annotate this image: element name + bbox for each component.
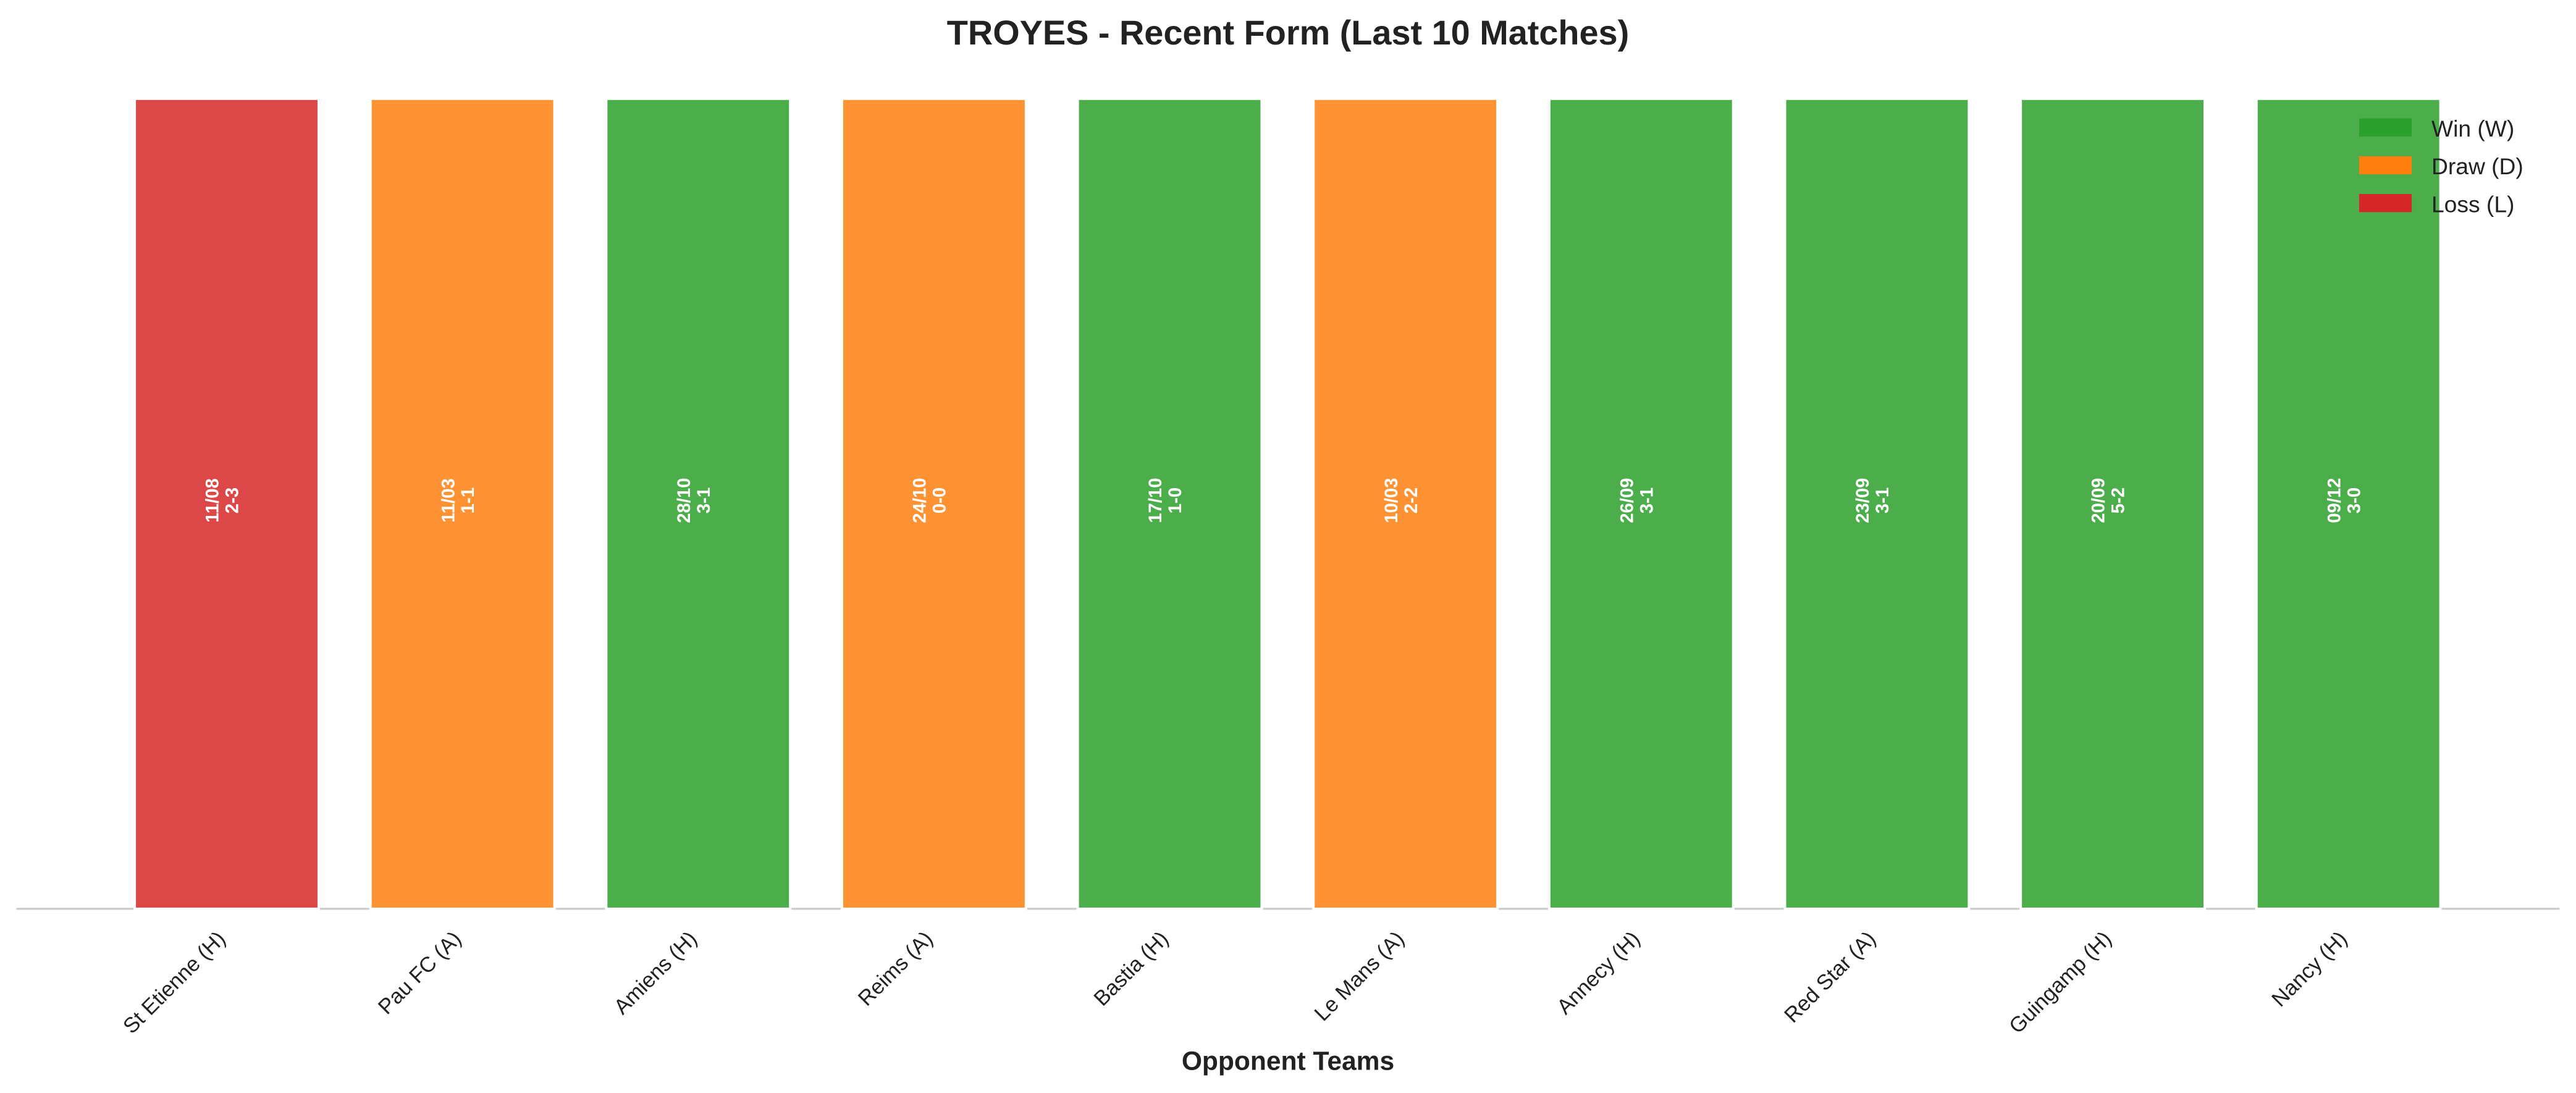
chart-title: TROYES - Recent Form (Last 10 Matches) bbox=[947, 13, 1629, 52]
legend-swatch bbox=[2359, 156, 2412, 175]
bar bbox=[840, 97, 1027, 910]
bar-label: 28/10 bbox=[675, 478, 694, 523]
x-tick-label: Red Star (A) bbox=[1780, 927, 1880, 1028]
bar-label: 11/03 bbox=[439, 478, 458, 523]
x-tick-label: Reims (A) bbox=[854, 927, 937, 1010]
bar-label: 1-1 bbox=[458, 487, 478, 513]
legend-swatch bbox=[2359, 194, 2412, 213]
bar-label: 11/08 bbox=[203, 478, 223, 523]
bar-label: 3-1 bbox=[694, 487, 714, 513]
bar-label: 24/10 bbox=[911, 478, 930, 523]
bar-label: 23/09 bbox=[1853, 478, 1873, 523]
x-tick-label: St Etienne (H) bbox=[119, 927, 230, 1038]
legend-swatch bbox=[2359, 118, 2412, 137]
bar bbox=[605, 97, 792, 910]
x-tick-label: Nancy (H) bbox=[2267, 927, 2352, 1011]
bar-label: 10/03 bbox=[1382, 478, 1402, 523]
x-tick-label: Pau FC (A) bbox=[374, 927, 466, 1019]
bar-label: 5-2 bbox=[2109, 487, 2129, 513]
bar bbox=[1312, 97, 1499, 910]
bar bbox=[1547, 97, 1735, 910]
legend-label: Win (W) bbox=[2431, 116, 2514, 141]
bar bbox=[133, 97, 320, 910]
legend-label: Draw (D) bbox=[2431, 153, 2523, 179]
x-tick-label: Guingamp (H) bbox=[2005, 927, 2116, 1038]
bar-label: 09/12 bbox=[2325, 478, 2344, 523]
bar-label: 3-1 bbox=[1873, 487, 1893, 513]
legend-label: Loss (L) bbox=[2431, 191, 2514, 217]
bar-label: 3-1 bbox=[1637, 487, 1657, 513]
bar-label: 2-2 bbox=[1402, 487, 1421, 513]
bar bbox=[1076, 97, 1263, 910]
bar bbox=[2019, 97, 2206, 910]
x-tick-label: Amiens (H) bbox=[610, 927, 702, 1019]
bar-label: 20/09 bbox=[2089, 478, 2109, 523]
bar-label: 0-0 bbox=[930, 487, 950, 513]
x-tick-label: Le Mans (A) bbox=[1310, 927, 1409, 1026]
x-tick-label: Bastia (H) bbox=[1090, 927, 1174, 1011]
bar-label: 17/10 bbox=[1146, 478, 1166, 523]
bar bbox=[369, 97, 556, 910]
bar-label: 26/09 bbox=[1617, 478, 1637, 523]
bar-label: 3-0 bbox=[2344, 487, 2364, 513]
bar-label: 2-3 bbox=[223, 487, 243, 513]
x-tick-label: Annecy (H) bbox=[1552, 927, 1644, 1019]
bar bbox=[2255, 97, 2442, 910]
bar bbox=[1783, 97, 1971, 910]
x-axis-label: Opponent Teams bbox=[1182, 1047, 1394, 1076]
bar-label: 1-0 bbox=[1166, 487, 1185, 513]
